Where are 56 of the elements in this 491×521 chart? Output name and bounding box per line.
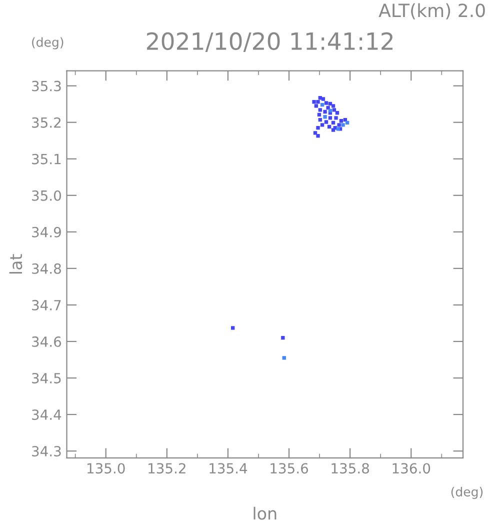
y-tick-label: 35.0 [32, 190, 61, 201]
point [326, 106, 330, 110]
point [328, 108, 332, 112]
point [336, 127, 340, 131]
point [323, 115, 327, 119]
point [317, 112, 322, 117]
point [328, 116, 332, 120]
x-axis-title: lon [254, 506, 276, 520]
y-tick-label: 35.2 [32, 117, 61, 128]
point [231, 326, 235, 330]
y-axis-title: lat [9, 254, 22, 274]
point [281, 336, 285, 340]
chart-title: 2021/10/20 11:41:12 [146, 32, 392, 52]
y-tick-label: 34.3 [32, 446, 61, 456]
point [321, 97, 326, 101]
point [337, 123, 341, 127]
y-tick-label: 34.9 [32, 226, 61, 238]
point [323, 110, 327, 114]
text: (deg) [32, 37, 64, 50]
point [324, 101, 328, 105]
point [312, 100, 316, 104]
point [331, 120, 336, 125]
point [341, 123, 345, 127]
point [313, 131, 318, 135]
point [318, 108, 322, 112]
point [320, 102, 324, 107]
point [324, 120, 328, 124]
x-tick-label: 136.0 [392, 463, 430, 474]
text: ALT(km) 2.0 [378, 3, 485, 20]
y-tick-label: 34.7 [32, 300, 61, 310]
y-tick-label: 34.4 [32, 409, 62, 420]
point [314, 104, 318, 108]
point [282, 356, 286, 360]
y-tick-label: 35.1 [32, 154, 61, 164]
x-tick-label: 135.8 [332, 463, 369, 474]
y-tick-label: 34.5 [32, 372, 61, 384]
point [316, 126, 320, 130]
x-tick-label: 135.2 [148, 463, 186, 474]
point [327, 124, 332, 129]
point [318, 118, 322, 122]
point [332, 108, 336, 112]
x-tick-label: 135.0 [87, 463, 125, 474]
point [335, 111, 340, 115]
x-tick-label: 135.6 [270, 463, 308, 474]
point [316, 100, 320, 104]
y-tick-label: 34.6 [32, 336, 62, 347]
point [334, 116, 338, 120]
point [331, 104, 336, 108]
y-tick-label: 35.3 [32, 80, 61, 92]
text: (deg) [451, 486, 483, 499]
y-tick-label: 34.8 [32, 263, 61, 274]
point [345, 120, 350, 125]
x-tick-label: 135.4 [210, 463, 248, 474]
point [316, 134, 320, 138]
point [320, 123, 324, 127]
point [339, 119, 344, 123]
